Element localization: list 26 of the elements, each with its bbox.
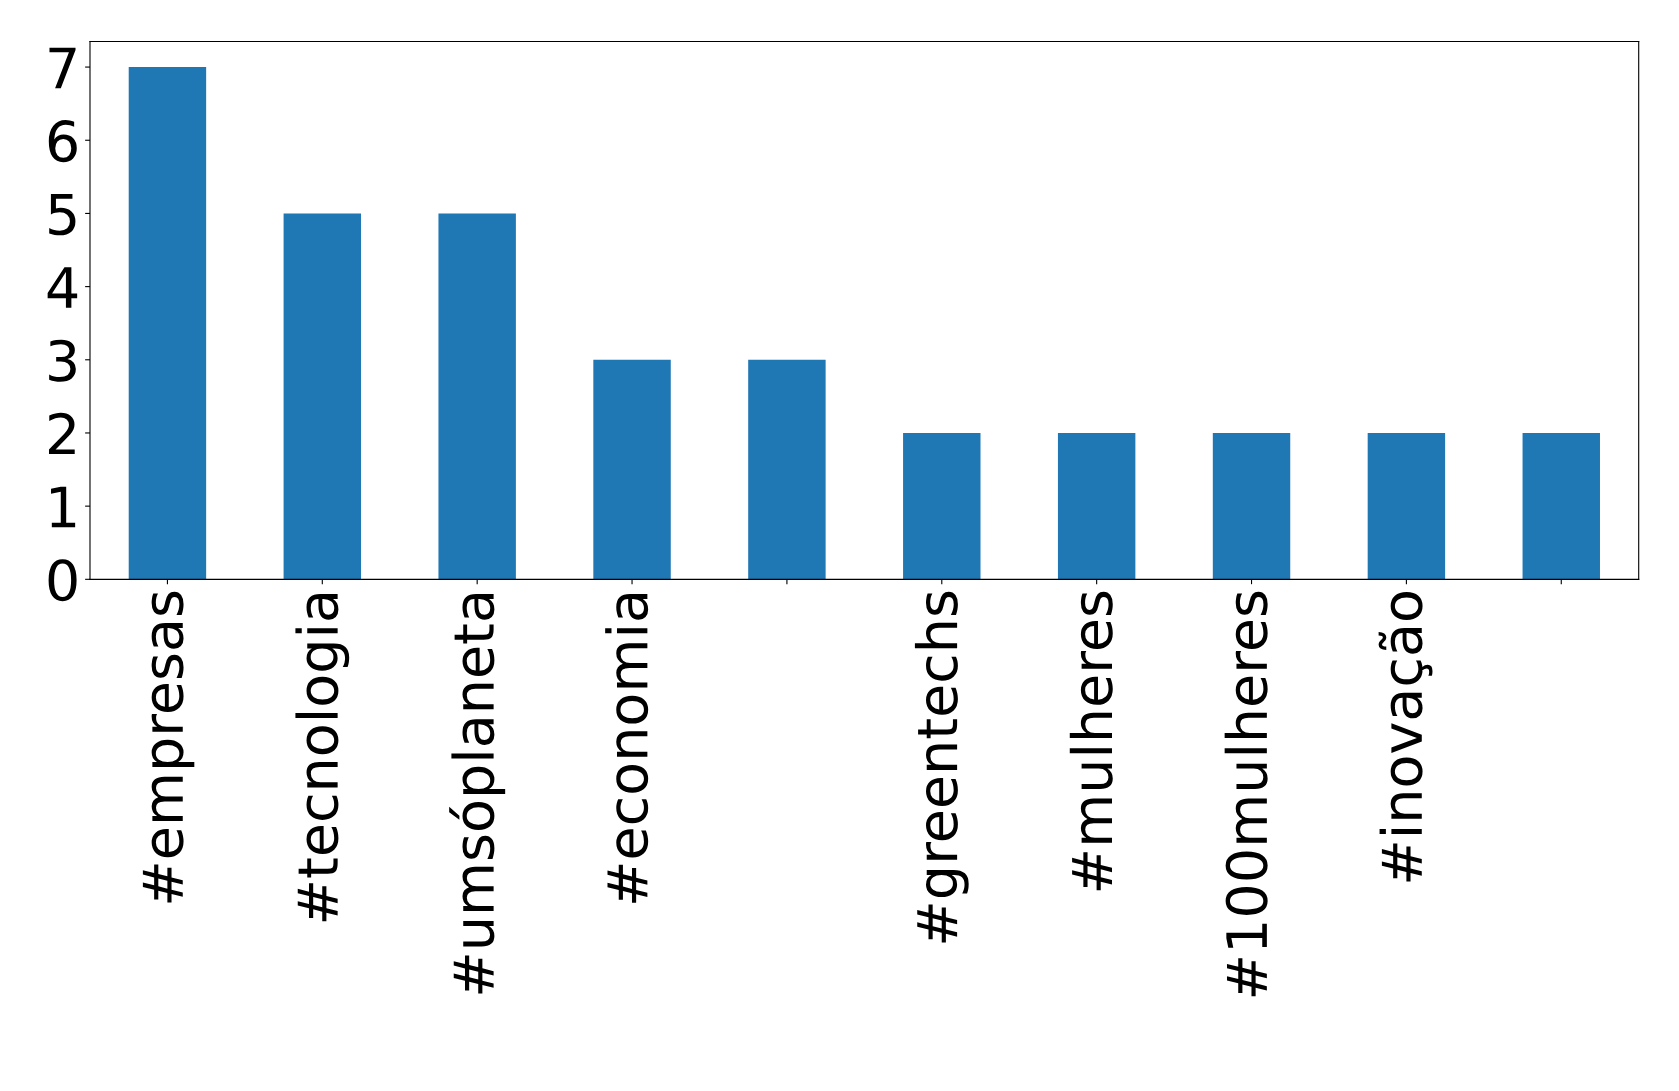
y-tick-label: 5	[49, 194, 76, 236]
y-tick-label: 2	[49, 412, 75, 455]
x-tick-label: #tecnologia	[295, 594, 350, 922]
y-tick-label: 7	[49, 47, 76, 89]
x-tick-label: #economia	[605, 594, 649, 903]
bar	[1367, 432, 1446, 580]
x-tick-label: #empresas	[142, 591, 195, 903]
x-tick-label: #greentechs	[914, 591, 969, 943]
bar	[283, 213, 362, 580]
bar	[128, 67, 207, 580]
x-tick-label: #100mulheres	[1224, 591, 1268, 997]
x-tick-label: #inovação	[1378, 592, 1433, 882]
bar	[903, 432, 981, 580]
bar	[1057, 432, 1136, 580]
y-tick-label: 1	[51, 486, 76, 528]
y-tick-label: 3	[49, 339, 76, 382]
bar	[1212, 432, 1291, 580]
bar	[593, 359, 671, 580]
x-tick-label: #mulheres	[1069, 591, 1113, 891]
y-tick-label: 6	[48, 120, 77, 163]
y-tick-label: 4	[47, 267, 78, 308]
bar	[438, 213, 516, 580]
y-tick-label: 0	[48, 559, 77, 602]
bar	[748, 359, 826, 580]
bar	[1522, 432, 1600, 580]
x-tick-label: #umsóplaneta	[449, 594, 506, 994]
